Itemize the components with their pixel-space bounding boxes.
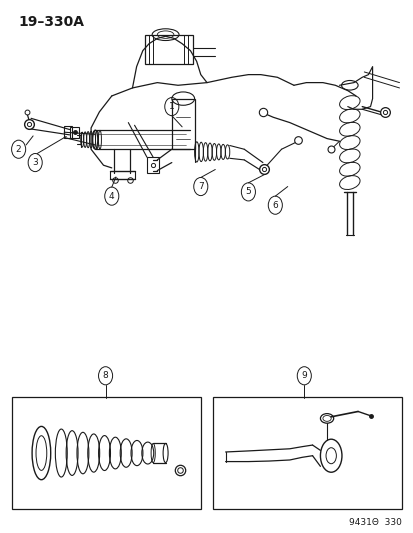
Text: 9: 9 — [301, 372, 306, 380]
Bar — [147, 157, 159, 173]
Bar — [12, 397, 200, 509]
Text: 19–330A: 19–330A — [19, 15, 84, 29]
Text: 7: 7 — [197, 182, 203, 191]
Text: 1: 1 — [169, 102, 174, 111]
Bar — [145, 35, 192, 64]
Text: 2: 2 — [16, 145, 21, 154]
Text: 6: 6 — [272, 201, 278, 209]
Text: 3: 3 — [32, 158, 38, 167]
Text: 5: 5 — [245, 188, 251, 196]
Bar — [213, 397, 401, 509]
Text: 4: 4 — [109, 192, 114, 200]
Bar — [64, 126, 71, 138]
Bar — [171, 99, 194, 149]
Text: 8: 8 — [102, 372, 108, 380]
Bar — [69, 127, 79, 138]
Text: 9431Θ  330: 9431Θ 330 — [348, 518, 401, 527]
